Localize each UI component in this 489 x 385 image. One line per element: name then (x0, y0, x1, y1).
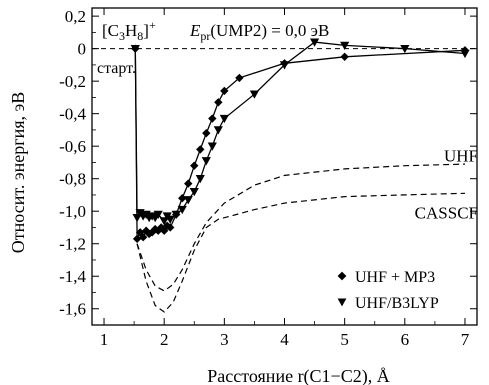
data-point-diamond (135, 228, 145, 237)
species-annotation: [C3H8]+ (102, 18, 156, 43)
data-point-triangle (171, 210, 181, 220)
data-point-diamond (214, 98, 223, 107)
x-tick-label: 5 (340, 330, 349, 349)
data-point-triangle (340, 41, 350, 50)
y-tick-label: -0,6 (59, 137, 86, 156)
curve-label-casscf: CASSCF (415, 203, 478, 222)
y-tick-label: -0,4 (59, 105, 86, 124)
x-tick-label: 3 (220, 330, 229, 349)
data-point-diamond (235, 73, 244, 83)
data-point-diamond (132, 234, 142, 244)
data-point-triangle (279, 61, 290, 70)
y-tick-label: -1,0 (59, 202, 86, 221)
legend-label: UHF + MP3 (355, 269, 435, 286)
data-point-diamond (340, 52, 349, 61)
x-tick-label: 4 (280, 330, 289, 349)
energy-annotation: Epr(UMP2) = 0,0 эВ (189, 21, 329, 43)
data-point-triangle (213, 126, 223, 135)
x-tick-label: 6 (401, 330, 410, 349)
series-line-casscf (136, 192, 466, 313)
y-tick-label: -1,6 (59, 300, 86, 319)
data-point-triangle (177, 205, 187, 215)
legend-marker-triangle (337, 298, 347, 307)
y-tick-label: -0,2 (59, 72, 86, 91)
data-point-triangle (460, 49, 470, 59)
data-point-triangle (165, 215, 175, 224)
data-point-triangle (189, 188, 199, 197)
y-tick-label: -1,2 (59, 235, 86, 254)
data-point-diamond (141, 226, 151, 235)
series-line-uhf (136, 163, 466, 292)
data-point-diamond (202, 128, 211, 138)
data-point-diamond (156, 223, 166, 232)
data-point-triangle (195, 175, 205, 184)
data-point-diamond (190, 161, 199, 170)
data-point-triangle (201, 157, 211, 166)
data-point-diamond (166, 223, 175, 232)
x-tick-label: 7 (461, 330, 470, 349)
x-tick-label: 1 (100, 330, 109, 349)
data-point-diamond (150, 224, 160, 234)
legend-marker-diamond (337, 271, 347, 281)
x-tick-label: 2 (160, 330, 169, 349)
data-point-diamond (138, 233, 148, 242)
data-point-triangle (219, 114, 229, 124)
x-axis-title: Расстояние r(C1−C2), Å (207, 366, 389, 385)
y-tick-label: -0,8 (59, 170, 86, 189)
y-tick-label: 0 (78, 40, 87, 59)
plot-area: 1 2 3 4 5 6 7 0,2 0 -0,2 -0,4 -0,6 -0,8 -1,0 -1,2 -1,4 -… (8, 7, 478, 385)
data-point-diamond (208, 114, 217, 123)
y-tick-label: 0,2 (65, 7, 86, 26)
y-axis-title: Относит. энергия, эВ (8, 92, 28, 253)
start-label: старт. (97, 60, 136, 77)
legend-label: UHF/B3LYP (355, 295, 439, 312)
data-point-diamond (220, 86, 229, 96)
data-point-triangle (207, 142, 217, 151)
data-point-diamond (196, 145, 205, 154)
data-point-triangle (153, 210, 163, 220)
data-point-triangle (400, 44, 410, 54)
data-point-triangle (130, 44, 140, 54)
data-point-triangle (249, 90, 260, 99)
data-point-triangle (309, 38, 320, 47)
y-tick-label: -1,4 (59, 267, 86, 286)
data-point-triangle (183, 196, 193, 205)
data-point-diamond (184, 179, 193, 188)
curve-label-uhf: UHF (444, 147, 478, 166)
data-point-diamond (178, 194, 187, 203)
